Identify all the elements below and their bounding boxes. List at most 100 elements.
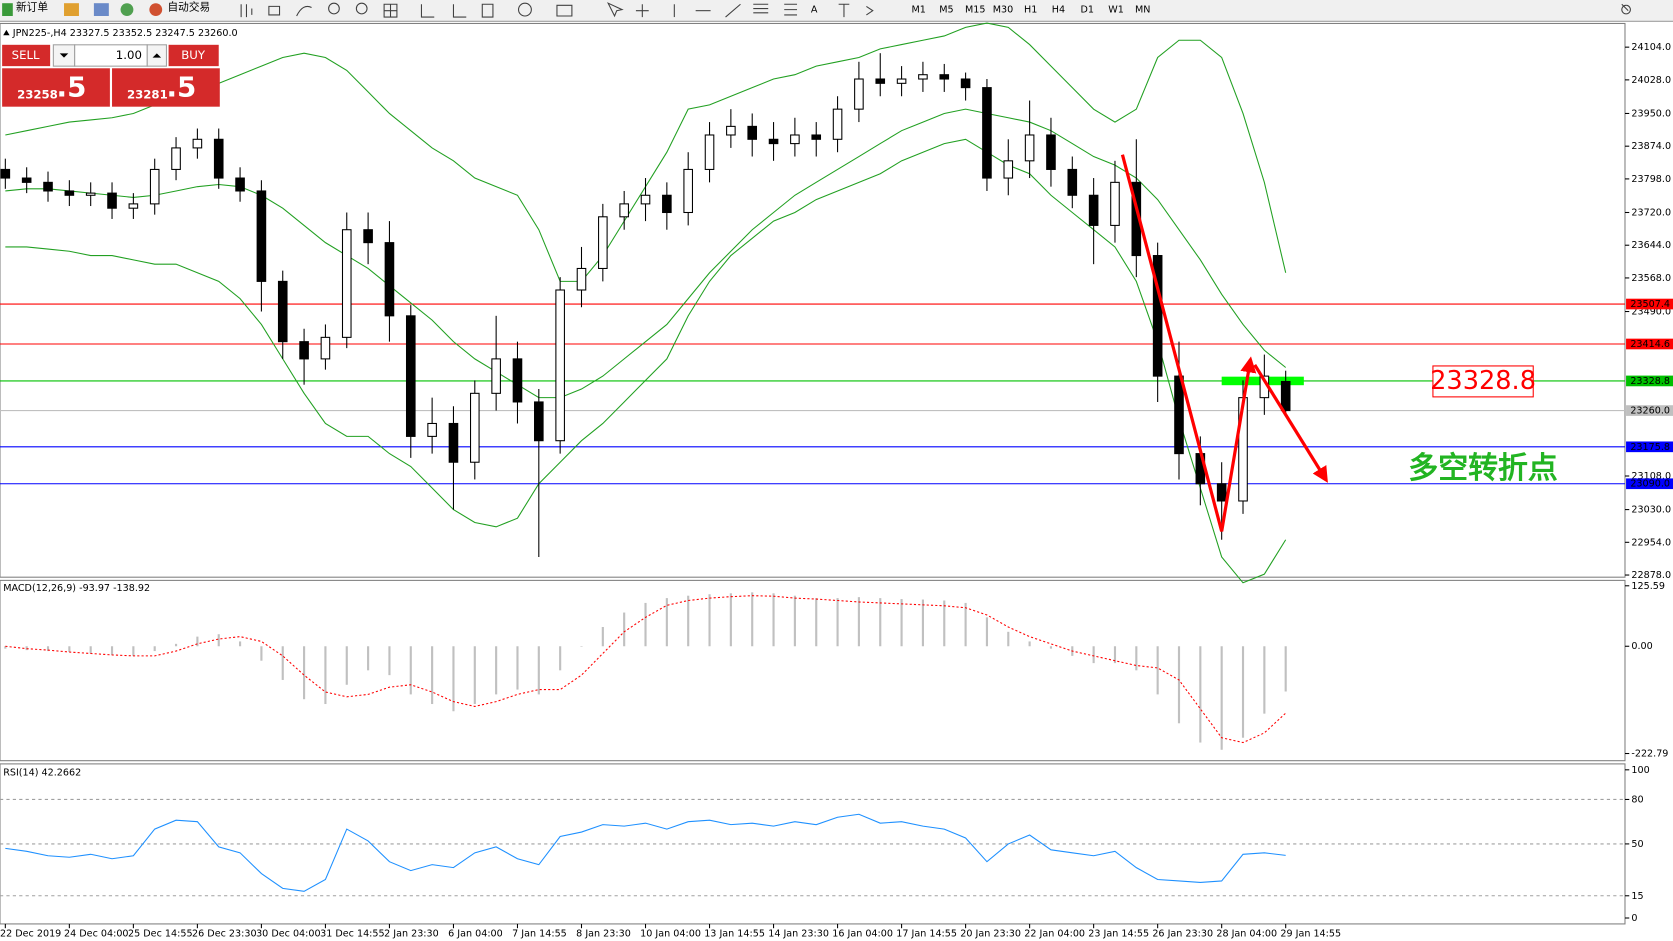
price-box	[1432, 365, 1534, 398]
candle-body	[875, 78, 886, 84]
period-button[interactable]: MN	[1135, 5, 1150, 16]
x-tick-label: 22 Jan 04:00	[1024, 929, 1085, 940]
one-click-panel: SELL 1.00 BUY 23258 .5 23281 .5	[2, 44, 220, 107]
auto-trade-button[interactable]: 自动交易	[168, 0, 211, 13]
candle-body	[960, 78, 971, 89]
buy-label[interactable]: BUY	[181, 48, 206, 62]
price-level-label: 23090.0	[1630, 479, 1670, 490]
y-tick-label: 80	[1631, 794, 1643, 805]
sell-button[interactable]	[2, 44, 51, 67]
candle-body	[1067, 168, 1078, 196]
macd-bar	[1284, 646, 1287, 692]
ask-main[interactable]: 23281	[127, 87, 168, 101]
macd-panel	[0, 579, 1626, 762]
candle-body	[1174, 375, 1184, 455]
candle-body	[918, 74, 928, 80]
macd-bar	[900, 599, 903, 647]
bid-box[interactable]	[2, 68, 110, 107]
macd-bar	[260, 646, 263, 661]
macd-bar	[132, 646, 135, 656]
tool-icon[interactable]	[93, 3, 109, 17]
candle-body	[299, 341, 309, 360]
candle-body	[405, 315, 416, 437]
period-button[interactable]: H4	[1052, 5, 1065, 16]
x-tick-label: 28 Jan 04:00	[1216, 929, 1277, 940]
period-button[interactable]: W1	[1108, 5, 1124, 16]
new-order-icon[interactable]	[2, 3, 13, 17]
text-tool[interactable]: A	[811, 5, 818, 16]
macd-bar	[857, 597, 860, 647]
macd-bar	[601, 626, 604, 647]
bid-main[interactable]: 23258	[17, 87, 58, 101]
period-button[interactable]: H1	[1024, 5, 1037, 16]
period-button[interactable]: M1	[911, 5, 925, 16]
macd-bar	[815, 598, 818, 647]
macd-bar	[1092, 646, 1095, 664]
x-tick-label: 13 Jan 14:55	[704, 929, 765, 940]
candle-body	[747, 125, 758, 140]
price-level-tag	[1626, 478, 1673, 490]
tool-icon[interactable]	[120, 3, 134, 17]
sell-label[interactable]: SELL	[12, 48, 40, 62]
macd-bar	[964, 602, 967, 647]
auto-trade-icon[interactable]	[149, 3, 163, 17]
macd-bar	[772, 593, 775, 647]
macd-bar	[985, 617, 989, 647]
x-tick-label: 2 Jan 23:30	[384, 929, 439, 940]
macd-bar	[452, 646, 455, 712]
y-tick-label: 0	[1631, 913, 1637, 924]
macd-bar	[409, 646, 412, 695]
tool-icon[interactable]	[64, 3, 79, 17]
collapse-icon[interactable]	[3, 29, 10, 36]
candle-body	[726, 125, 736, 136]
candle-body	[640, 194, 651, 205]
candle-body	[491, 358, 501, 394]
macd-bar	[345, 646, 348, 685]
macd-bar	[879, 598, 882, 647]
candle-body	[683, 168, 693, 214]
period-button[interactable]: M30	[993, 5, 1014, 16]
y-tick-label: 23644.0	[1631, 240, 1671, 251]
buy-button[interactable]	[168, 44, 219, 67]
price-level-tag	[1626, 375, 1673, 387]
candle-body	[1003, 160, 1014, 179]
ask-box[interactable]	[112, 68, 220, 107]
macd-bar	[687, 595, 690, 647]
macd-bar	[580, 646, 583, 647]
candle-body	[320, 336, 331, 360]
macd-bar	[559, 646, 562, 671]
bid-fraction[interactable]: .5	[57, 71, 87, 104]
arrow-down	[1253, 364, 1328, 483]
price-level-label: 23260.0	[1630, 406, 1670, 417]
macd-bar	[217, 634, 220, 647]
volume-value[interactable]: 1.00	[116, 48, 142, 62]
new-order-button[interactable]: 新订单	[16, 0, 48, 13]
macd-bar	[1241, 646, 1245, 738]
period-button[interactable]: M5	[939, 5, 953, 16]
x-tick-label: 26 Jan 23:30	[1152, 929, 1213, 940]
candle-body	[85, 192, 96, 196]
ask-fraction[interactable]: .5	[166, 71, 196, 104]
x-tick-label: 8 Jan 23:30	[576, 929, 631, 940]
candle-body	[1088, 194, 1099, 226]
volume-down-arrow	[59, 53, 69, 58]
period-button[interactable]: D1	[1080, 5, 1094, 16]
macd-bar	[239, 641, 242, 647]
candle-body	[512, 358, 523, 403]
x-tick-label: 29 Jan 14:55	[1280, 929, 1341, 940]
candle-body	[1280, 380, 1291, 412]
macd-bar	[1049, 646, 1053, 649]
macd-bar	[46, 646, 50, 652]
bollinger-lower	[5, 138, 1287, 584]
y-tick-label: 23490.0	[1631, 307, 1671, 318]
candle-body	[43, 181, 53, 192]
macd-bar	[367, 646, 370, 671]
candle-body	[107, 192, 117, 209]
period-button[interactable]: M15	[965, 5, 986, 16]
macd-bar	[196, 636, 199, 647]
macd-bar	[473, 646, 476, 705]
tool-icons[interactable]	[240, 2, 1631, 18]
y-tick-label: 50	[1631, 839, 1643, 850]
